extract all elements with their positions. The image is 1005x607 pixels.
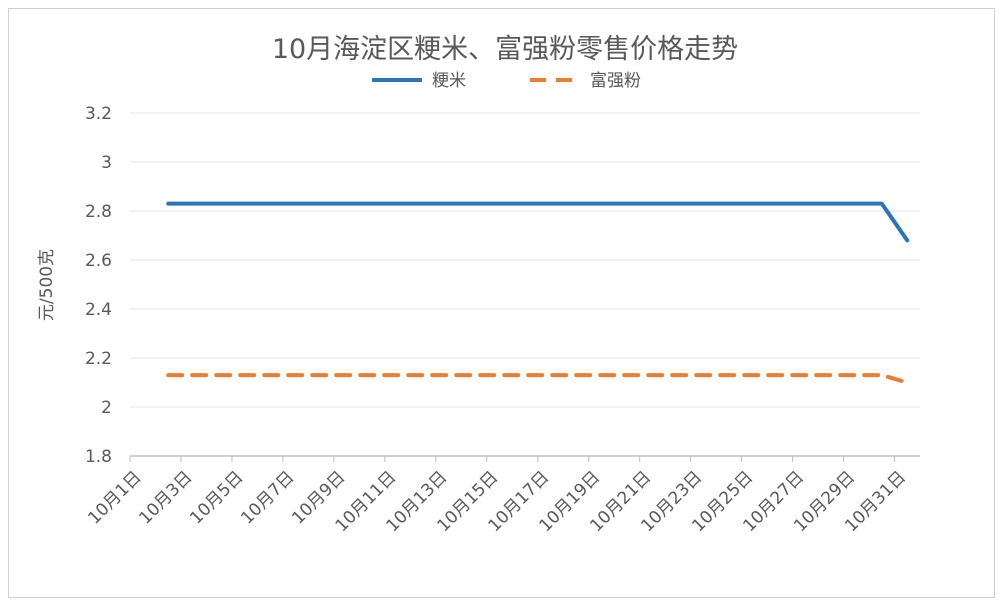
y-tick-label: 3.2 [85,104,112,124]
legend-label: 粳米 [432,71,466,91]
y-tick-label: 1.8 [85,447,112,467]
series-line-1 [166,373,910,385]
chart-frame [8,8,995,598]
chart-title: 10月海淀区粳米、富强粉零售价格走势 [272,34,738,65]
legend: 粳米 富强粉 [372,71,641,91]
x-tick-label: 10月3日 [135,467,196,528]
y-tick-label: 2.8 [85,202,112,222]
y-tick-label: 2 [101,398,112,418]
x-tick-label: 10月7日 [237,467,298,528]
y-tick-label: 3 [101,153,112,173]
x-tick-label: 10月1日 [84,467,145,528]
gridlines [130,112,920,408]
y-tick-label: 2.2 [85,349,112,369]
y-axis-label: 元/500克 [37,249,57,321]
series-lines [166,201,910,385]
y-tick-label: 2.4 [85,300,112,320]
series-line-0 [166,201,910,243]
axes: 3.2 3 2.8 2.6 2.4 2.2 2 1.810月1日10月3日10月5日10月7日… [84,104,920,536]
y-tick-label: 2.6 [85,251,112,271]
legend-label: 富强粉 [590,71,641,91]
x-tick-label: 10月5日 [186,467,247,528]
